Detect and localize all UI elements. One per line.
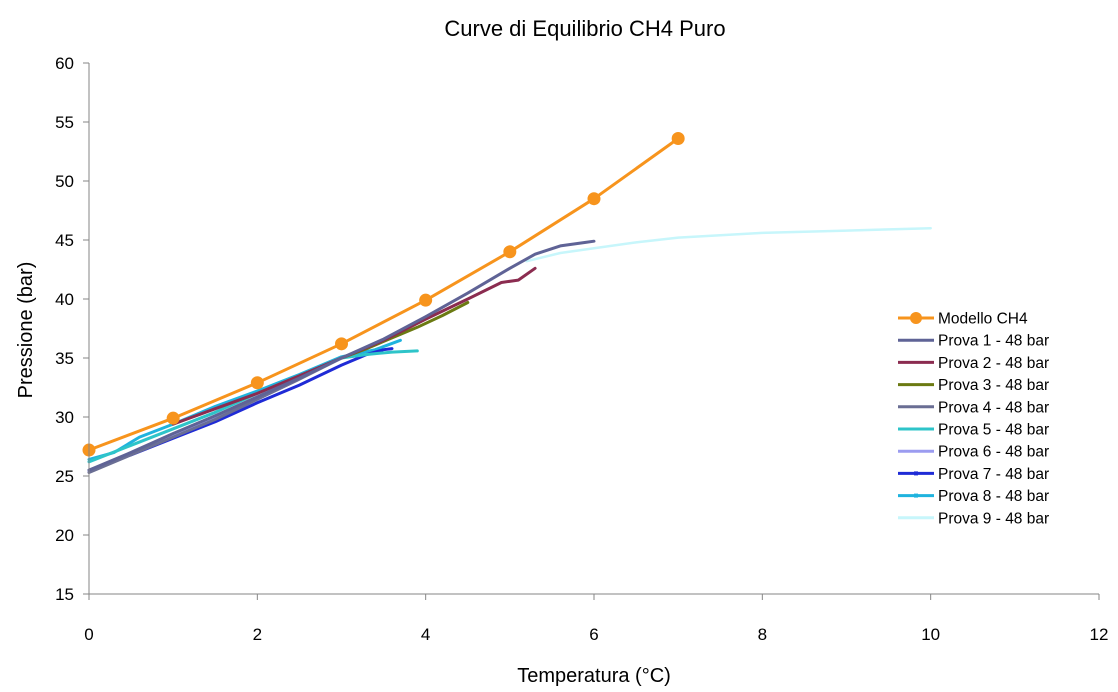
data-point-modello-ch4 [335, 337, 348, 351]
legend: Modello CH4 Prova 1 - 48 bar Prova 2 - 48 … [898, 311, 1049, 527]
legend-marker [914, 471, 918, 476]
series-line-prova-1-48-bar [87, 239, 596, 472]
legend-label: Prova 5 - 48 bar [938, 422, 1049, 439]
legend-label: Prova 9 - 48 bar [938, 510, 1049, 527]
series-line-prova-5-48-bar [87, 349, 419, 464]
x-axis-title: Temperatura (°C) [517, 665, 671, 687]
legend-marker [914, 493, 918, 498]
legend-label: Prova 3 - 48 bar [938, 377, 1049, 394]
series-line-prova-9-48-bar [525, 226, 932, 263]
legend-label: Modello CH4 [938, 311, 1028, 328]
legend-label: Prova 2 - 48 bar [938, 355, 1049, 372]
x-tick-label: 12 [1090, 625, 1109, 644]
chart-title: Curve di Equilibrio CH4 Puro [444, 16, 725, 41]
y-axis: 15 20 25 30 35 40 45 50 55 60 [55, 54, 90, 604]
x-tick-label: 10 [921, 625, 940, 644]
y-tick-label: 30 [55, 408, 74, 427]
y-axis-title: Pressione (bar) [15, 262, 37, 399]
y-tick-label: 15 [55, 585, 74, 604]
data-point-modello-ch4 [166, 411, 180, 425]
y-tick-label: 60 [55, 54, 74, 73]
legend-label: Prova 6 - 48 bar [938, 444, 1049, 461]
x-axis: 0 2 4 6 8 10 12 [84, 593, 1109, 644]
x-tick-label: 0 [84, 625, 93, 644]
series-line-modello-ch4 [87, 137, 680, 452]
data-point-modello-ch4 [503, 245, 517, 259]
y-tick-label: 35 [55, 349, 74, 368]
legend-label: Prova 8 - 48 bar [938, 488, 1049, 505]
y-tick-label: 55 [55, 113, 74, 132]
x-tick-label: 2 [253, 625, 262, 644]
y-tick-label: 40 [55, 290, 74, 309]
legend-label: Prova 1 - 48 bar [938, 333, 1049, 350]
x-tick-label: 6 [589, 625, 598, 644]
legend-label: Prova 7 - 48 bar [938, 466, 1049, 483]
x-tick-label: 8 [758, 625, 767, 644]
data-point-modello-ch4 [250, 376, 264, 390]
data-point-modello-ch4 [419, 293, 433, 307]
legend-marker [910, 312, 922, 324]
y-tick-label: 20 [55, 526, 74, 545]
x-tick-label: 4 [421, 625, 430, 644]
y-tick-label: 50 [55, 172, 74, 191]
plot-area [82, 132, 932, 474]
legend-label: Prova 4 - 48 bar [938, 399, 1049, 416]
y-tick-label: 25 [55, 467, 74, 486]
data-point-modello-ch4 [671, 132, 685, 146]
y-tick-label: 45 [55, 231, 74, 250]
data-point-modello-ch4 [587, 192, 601, 206]
